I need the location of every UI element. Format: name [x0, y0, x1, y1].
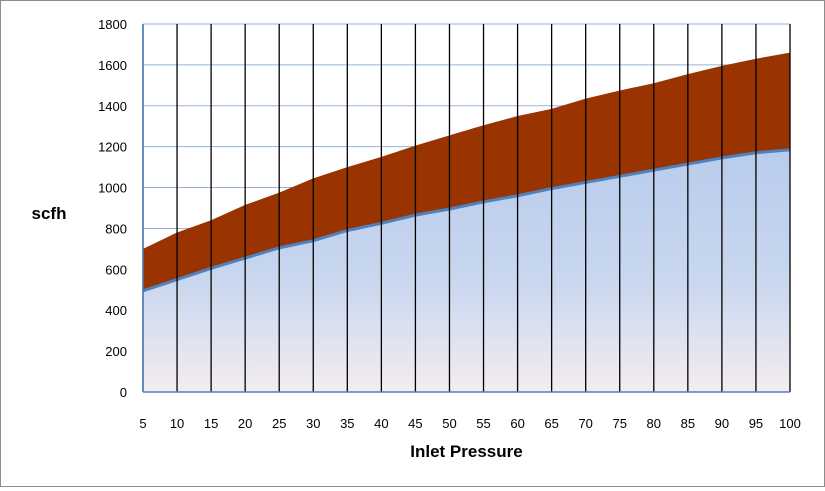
- x-tick-label: 20: [238, 416, 252, 431]
- x-tick-label: 65: [544, 416, 558, 431]
- series-upper-area: [143, 52, 790, 291]
- x-tick-label: 30: [306, 416, 320, 431]
- series-lower-area: [143, 149, 790, 392]
- x-tick-label: 85: [681, 416, 695, 431]
- x-axis-title: Inlet Pressure: [410, 442, 522, 461]
- x-tick-label: 50: [442, 416, 456, 431]
- x-tick-label: 55: [476, 416, 490, 431]
- x-tick-label: 10: [170, 416, 184, 431]
- y-tick-label: 200: [105, 344, 127, 359]
- y-tick-label: 1000: [98, 181, 127, 196]
- y-tick-label: 600: [105, 262, 127, 277]
- x-tick-label: 25: [272, 416, 286, 431]
- x-tick-label: 80: [647, 416, 661, 431]
- series-lower-line: [142, 148, 791, 293]
- y-tick-label: 1600: [98, 58, 127, 73]
- plot-area: 0 200 400 600 800 1000 1200 1400 1600 1800 5 10 15 20…: [98, 17, 801, 431]
- y-tick-label: 800: [105, 221, 127, 236]
- y-tick-label: 400: [105, 303, 127, 318]
- x-tick-label: 90: [715, 416, 729, 431]
- x-tick-label: 95: [749, 416, 763, 431]
- x-tick-label: 75: [613, 416, 627, 431]
- x-tick-label: 5: [139, 416, 146, 431]
- y-tick-label: 1200: [98, 140, 127, 155]
- x-tick-label: 70: [578, 416, 592, 431]
- x-tick-label: 45: [408, 416, 422, 431]
- x-tick-label: 60: [510, 416, 524, 431]
- x-tick-label: 35: [340, 416, 354, 431]
- x-tick-label: 100: [779, 416, 801, 431]
- y-tick-label: 1800: [98, 17, 127, 32]
- x-tick-label: 40: [374, 416, 388, 431]
- y-axis-title: scfh: [32, 204, 67, 223]
- x-tick-label: 15: [204, 416, 218, 431]
- y-tick-label: 0: [120, 385, 127, 400]
- y-tick-label: 1400: [98, 99, 127, 114]
